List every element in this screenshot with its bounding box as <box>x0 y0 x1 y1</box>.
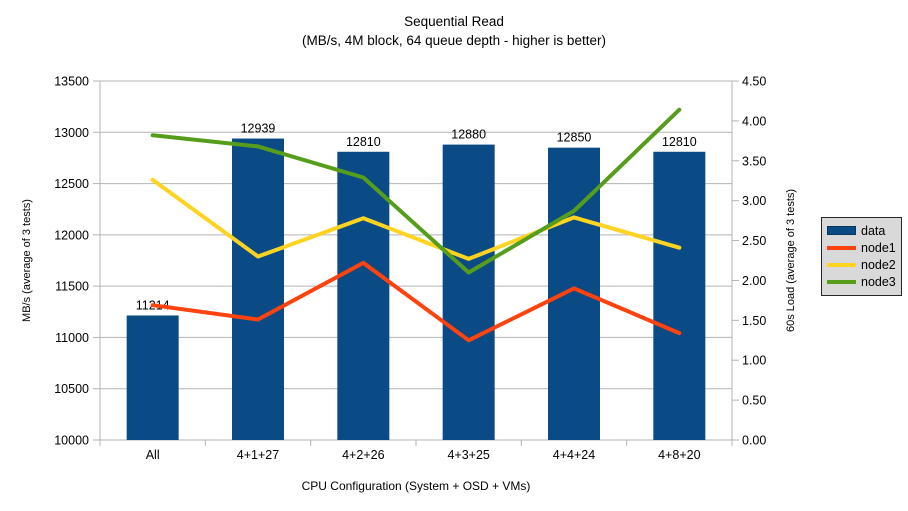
bar-label-4+2+26: 12810 <box>346 135 381 149</box>
bar-label-4+1+27: 12939 <box>241 122 276 136</box>
legend-swatch-data <box>827 226 856 236</box>
bar-4+8+20 <box>653 151 706 440</box>
legend-label-node2: node2 <box>861 258 896 273</box>
left-axis-tick-label: 11500 <box>55 280 89 294</box>
left-axis-tick-label: 12500 <box>54 177 89 191</box>
x-category-label: 4+8+20 <box>658 448 700 462</box>
right-axis-tick-label: 2.50 <box>742 234 766 248</box>
bar-All <box>126 315 179 440</box>
line-series-node1 <box>150 260 682 343</box>
legend-label-node1: node1 <box>861 240 896 255</box>
chart-subtitle: (MB/s, 4M block, 64 queue depth - higher… <box>302 33 606 48</box>
legend-item-node2: node2 <box>827 257 896 273</box>
right-axis-tick-label: 1.50 <box>742 314 766 328</box>
right-axis-tick-label: 1.00 <box>742 354 766 368</box>
bar-label-4+3+25: 12880 <box>451 128 486 142</box>
left-axis-tick-label: 13500 <box>54 75 89 89</box>
x-category-label: 4+1+27 <box>237 448 279 462</box>
x-category-label: All <box>146 448 160 462</box>
line-series-node3 <box>150 107 682 275</box>
x-category-label: 4+2+26 <box>342 448 384 462</box>
right-axis-tick-label: 3.00 <box>742 194 766 208</box>
x-axis-title: CPU Configuration (System + OSD + VMs) <box>302 479 531 493</box>
legend-label-data: data <box>861 223 886 238</box>
title-block: Sequential Read (MB/s, 4M block, 64 queu… <box>0 12 908 50</box>
right-axis-tick-label: 2.00 <box>742 274 766 288</box>
legend-swatch-node2 <box>827 263 856 268</box>
bar-label-4+4+24: 12850 <box>557 131 592 145</box>
bar-label-4+8+20: 12810 <box>662 135 697 149</box>
x-category-label: 4+4+24 <box>553 448 595 462</box>
bar-4+1+27 <box>232 138 284 440</box>
left-axis-title: MB/s (average of 3 tests) <box>21 199 33 322</box>
left-axis-tick-label: 11000 <box>55 331 89 345</box>
chart-legend: data node1 node2 node3 <box>821 217 902 296</box>
right-axis-tick-label: 4.50 <box>742 75 766 89</box>
right-axis-tick-label: 0.50 <box>742 394 766 408</box>
bar-4+3+25 <box>442 144 495 440</box>
chart-title: Sequential Read <box>404 14 504 29</box>
legend-label-node3: node3 <box>861 275 896 290</box>
legend-swatch-node1 <box>827 245 856 250</box>
legend-swatch-node3 <box>827 280 856 285</box>
legend-item-node3: node3 <box>827 274 896 290</box>
right-axis-tick-label: 0.00 <box>742 434 766 448</box>
left-axis-tick-label: 12000 <box>54 228 89 242</box>
legend-item-node1: node1 <box>827 240 896 256</box>
bar-4+2+26 <box>337 151 390 440</box>
left-axis-tick-label: 13000 <box>54 126 89 140</box>
left-axis-tick-label: 10500 <box>54 382 89 396</box>
legend-item-data: data <box>827 223 896 239</box>
right-axis-tick-label: 4.00 <box>742 114 766 128</box>
right-axis-tick-label: 3.50 <box>742 154 766 168</box>
right-axis-title: 60s Load (average of 3 tests) <box>785 189 797 332</box>
left-axis-tick-label: 10000 <box>54 434 89 448</box>
line-series-node2 <box>150 177 682 261</box>
x-category-label: 4+3+25 <box>447 448 489 462</box>
